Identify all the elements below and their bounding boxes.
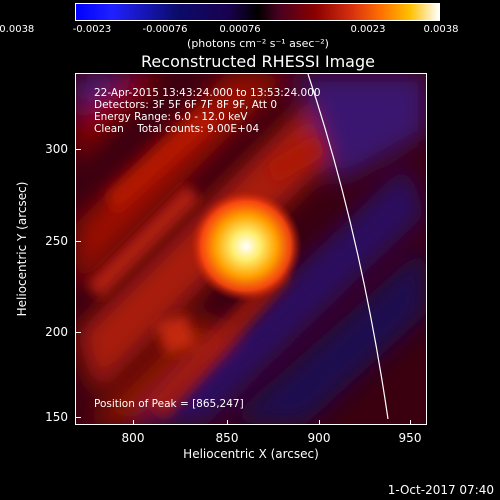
colorbar-units: (photons cm⁻² s⁻¹ asec⁻²)	[187, 37, 329, 50]
y-tickmark	[76, 241, 81, 242]
x-tick-label: 900	[307, 431, 331, 445]
x-tickmark	[133, 420, 134, 425]
x-tickmark	[227, 420, 228, 425]
colorbar-tick: 0.0038	[423, 24, 459, 35]
x-tickmark	[410, 420, 411, 425]
colorbar-tick: -0.0023	[72, 24, 112, 35]
emission-peak	[190, 190, 302, 302]
colorbar-tick: 0.00076	[219, 24, 261, 35]
y-axis-label: Heliocentric Y (arcsec)	[15, 181, 29, 317]
y-tick-label: 250	[45, 234, 68, 248]
info-peak-position: Position of Peak = [865,247]	[94, 398, 244, 410]
y-tickmark	[76, 149, 81, 150]
x-tick-label: 950	[398, 431, 422, 445]
y-tick-label: 300	[45, 142, 68, 156]
x-tick-label: 800	[121, 431, 145, 445]
colorbar-tick: 0.0023	[350, 24, 386, 35]
rhessi-image-canvas	[76, 74, 426, 424]
y-tickmark	[76, 417, 81, 418]
info-time-range: 22-Apr-2015 13:43:24.000 to 13:53:24.000	[94, 87, 321, 99]
emission-streaks	[86, 104, 326, 419]
y-tickmark	[76, 332, 81, 333]
x-axis-label: Heliocentric X (arcsec)	[183, 447, 319, 461]
info-detectors: Detectors: 3F 5F 6F 7F 8F 9F, Att 0	[94, 99, 278, 111]
rhessi-image	[75, 73, 427, 425]
info-energy-range: Energy Range: 6.0 - 12.0 keV	[94, 111, 248, 123]
colorbar	[75, 3, 440, 21]
x-tick-label: 850	[215, 431, 239, 445]
colorbar-tick: -0.0038	[0, 24, 35, 35]
image-title: Reconstructed RHESSI Image	[141, 52, 375, 71]
y-tick-label: 200	[45, 325, 68, 339]
y-tick-label: 150	[45, 410, 68, 424]
x-tickmark	[319, 420, 320, 425]
colorbar-tick: -0.00076	[142, 24, 188, 35]
solar-limb	[307, 74, 389, 420]
datestamp: 1-Oct-2017 07:40	[387, 483, 494, 497]
info-clean-counts: Clean Total counts: 9.00E+04	[94, 123, 260, 135]
